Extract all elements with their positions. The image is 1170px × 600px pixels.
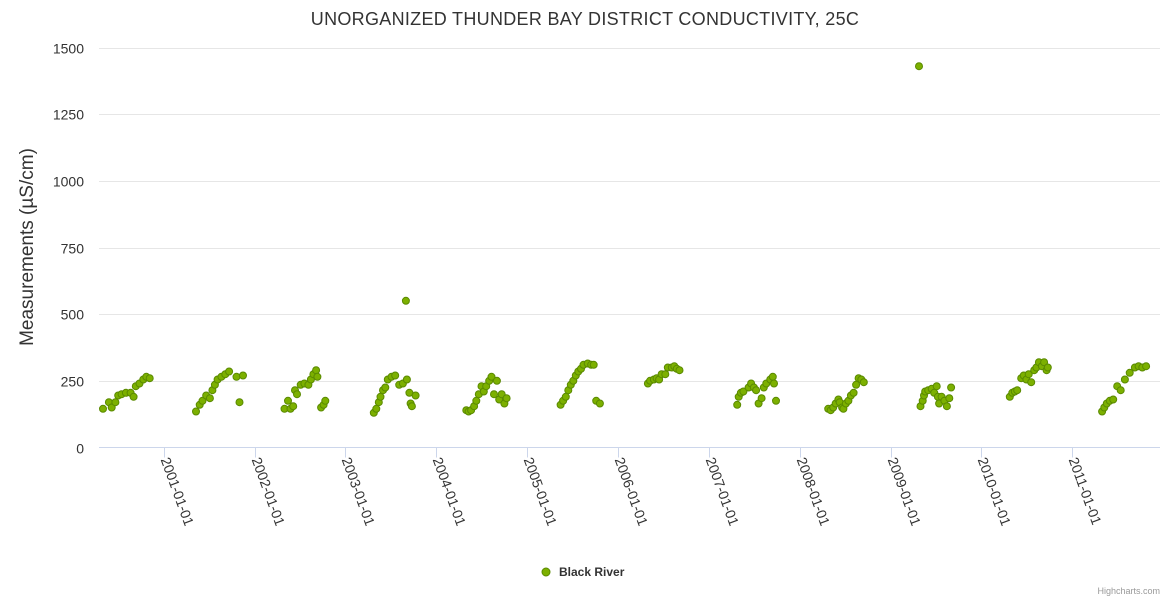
- legend-marker-black-river[interactable]: [541, 567, 551, 577]
- y-tick-label: 1000: [53, 174, 84, 190]
- credits-link[interactable]: Highcharts.com: [1097, 586, 1160, 596]
- data-point[interactable]: [849, 388, 858, 397]
- data-point[interactable]: [945, 394, 954, 403]
- data-point[interactable]: [145, 374, 154, 383]
- data-point[interactable]: [321, 396, 330, 405]
- data-point[interactable]: [768, 372, 777, 381]
- data-point[interactable]: [376, 392, 385, 401]
- data-point[interactable]: [313, 372, 322, 381]
- data-point[interactable]: [1109, 395, 1118, 404]
- data-point[interactable]: [99, 404, 107, 413]
- series-black-river-points[interactable]: [99, 62, 1151, 417]
- data-point[interactable]: [225, 367, 234, 376]
- y-tick-label: 1500: [53, 41, 84, 57]
- data-point[interactable]: [772, 396, 780, 405]
- data-point[interactable]: [239, 371, 247, 380]
- data-point[interactable]: [1024, 370, 1033, 379]
- data-point[interactable]: [1125, 368, 1134, 377]
- data-point[interactable]: [129, 392, 138, 401]
- data-point[interactable]: [391, 371, 400, 380]
- data-point[interactable]: [407, 402, 416, 411]
- data-point[interactable]: [284, 396, 292, 405]
- data-point[interactable]: [205, 394, 214, 403]
- data-point[interactable]: [770, 379, 778, 388]
- data-point[interactable]: [752, 386, 761, 395]
- data-point[interactable]: [661, 370, 670, 379]
- data-point[interactable]: [232, 372, 241, 381]
- data-point[interactable]: [402, 375, 411, 384]
- y-gridlines: [99, 48, 1160, 382]
- y-axis-title: Measurements (µS/cm): [17, 148, 38, 346]
- data-point[interactable]: [312, 366, 321, 375]
- data-point[interactable]: [561, 392, 570, 401]
- data-point[interactable]: [401, 296, 410, 305]
- data-point[interactable]: [947, 383, 956, 392]
- data-point[interactable]: [733, 400, 742, 409]
- data-point[interactable]: [487, 372, 496, 381]
- data-point[interactable]: [1027, 378, 1036, 387]
- data-point[interactable]: [915, 62, 923, 71]
- data-point[interactable]: [381, 383, 390, 392]
- data-point[interactable]: [739, 387, 748, 396]
- data-point[interactable]: [1040, 358, 1049, 367]
- y-tick-label: 750: [61, 241, 85, 257]
- data-point[interactable]: [1116, 386, 1125, 395]
- data-point[interactable]: [293, 390, 301, 399]
- data-point[interactable]: [472, 396, 481, 405]
- data-point[interactable]: [411, 391, 420, 400]
- data-point[interactable]: [1013, 386, 1022, 395]
- data-point[interactable]: [675, 366, 684, 375]
- data-point[interactable]: [372, 404, 381, 413]
- data-point[interactable]: [942, 402, 951, 411]
- data-point[interactable]: [107, 403, 116, 412]
- data-point[interactable]: [492, 376, 501, 385]
- data-point[interactable]: [289, 402, 298, 411]
- y-axis-tick-labels: 0 250 500 750 1000 1250 1500: [53, 41, 84, 457]
- data-point[interactable]: [1120, 375, 1129, 384]
- y-tick-label: 0: [76, 441, 84, 457]
- y-tick-label: 1250: [53, 107, 84, 123]
- data-point[interactable]: [198, 396, 207, 405]
- data-point[interactable]: [859, 378, 868, 387]
- data-point[interactable]: [490, 390, 498, 399]
- y-tick-label: 500: [61, 307, 85, 323]
- legend[interactable]: Black River: [541, 565, 625, 579]
- data-point[interactable]: [192, 407, 200, 416]
- legend-label-black-river[interactable]: Black River: [559, 565, 625, 579]
- data-point[interactable]: [932, 382, 941, 391]
- y-tick-label: 250: [61, 374, 85, 390]
- data-point[interactable]: [595, 399, 604, 408]
- chart-title: UNORGANIZED THUNDER BAY DISTRICT CONDUCT…: [311, 9, 859, 29]
- data-point[interactable]: [757, 394, 766, 403]
- data-point[interactable]: [502, 394, 511, 403]
- data-point[interactable]: [589, 360, 598, 369]
- data-point[interactable]: [111, 398, 120, 407]
- data-point[interactable]: [235, 398, 244, 407]
- data-point[interactable]: [1142, 362, 1151, 371]
- data-point[interactable]: [1043, 363, 1052, 372]
